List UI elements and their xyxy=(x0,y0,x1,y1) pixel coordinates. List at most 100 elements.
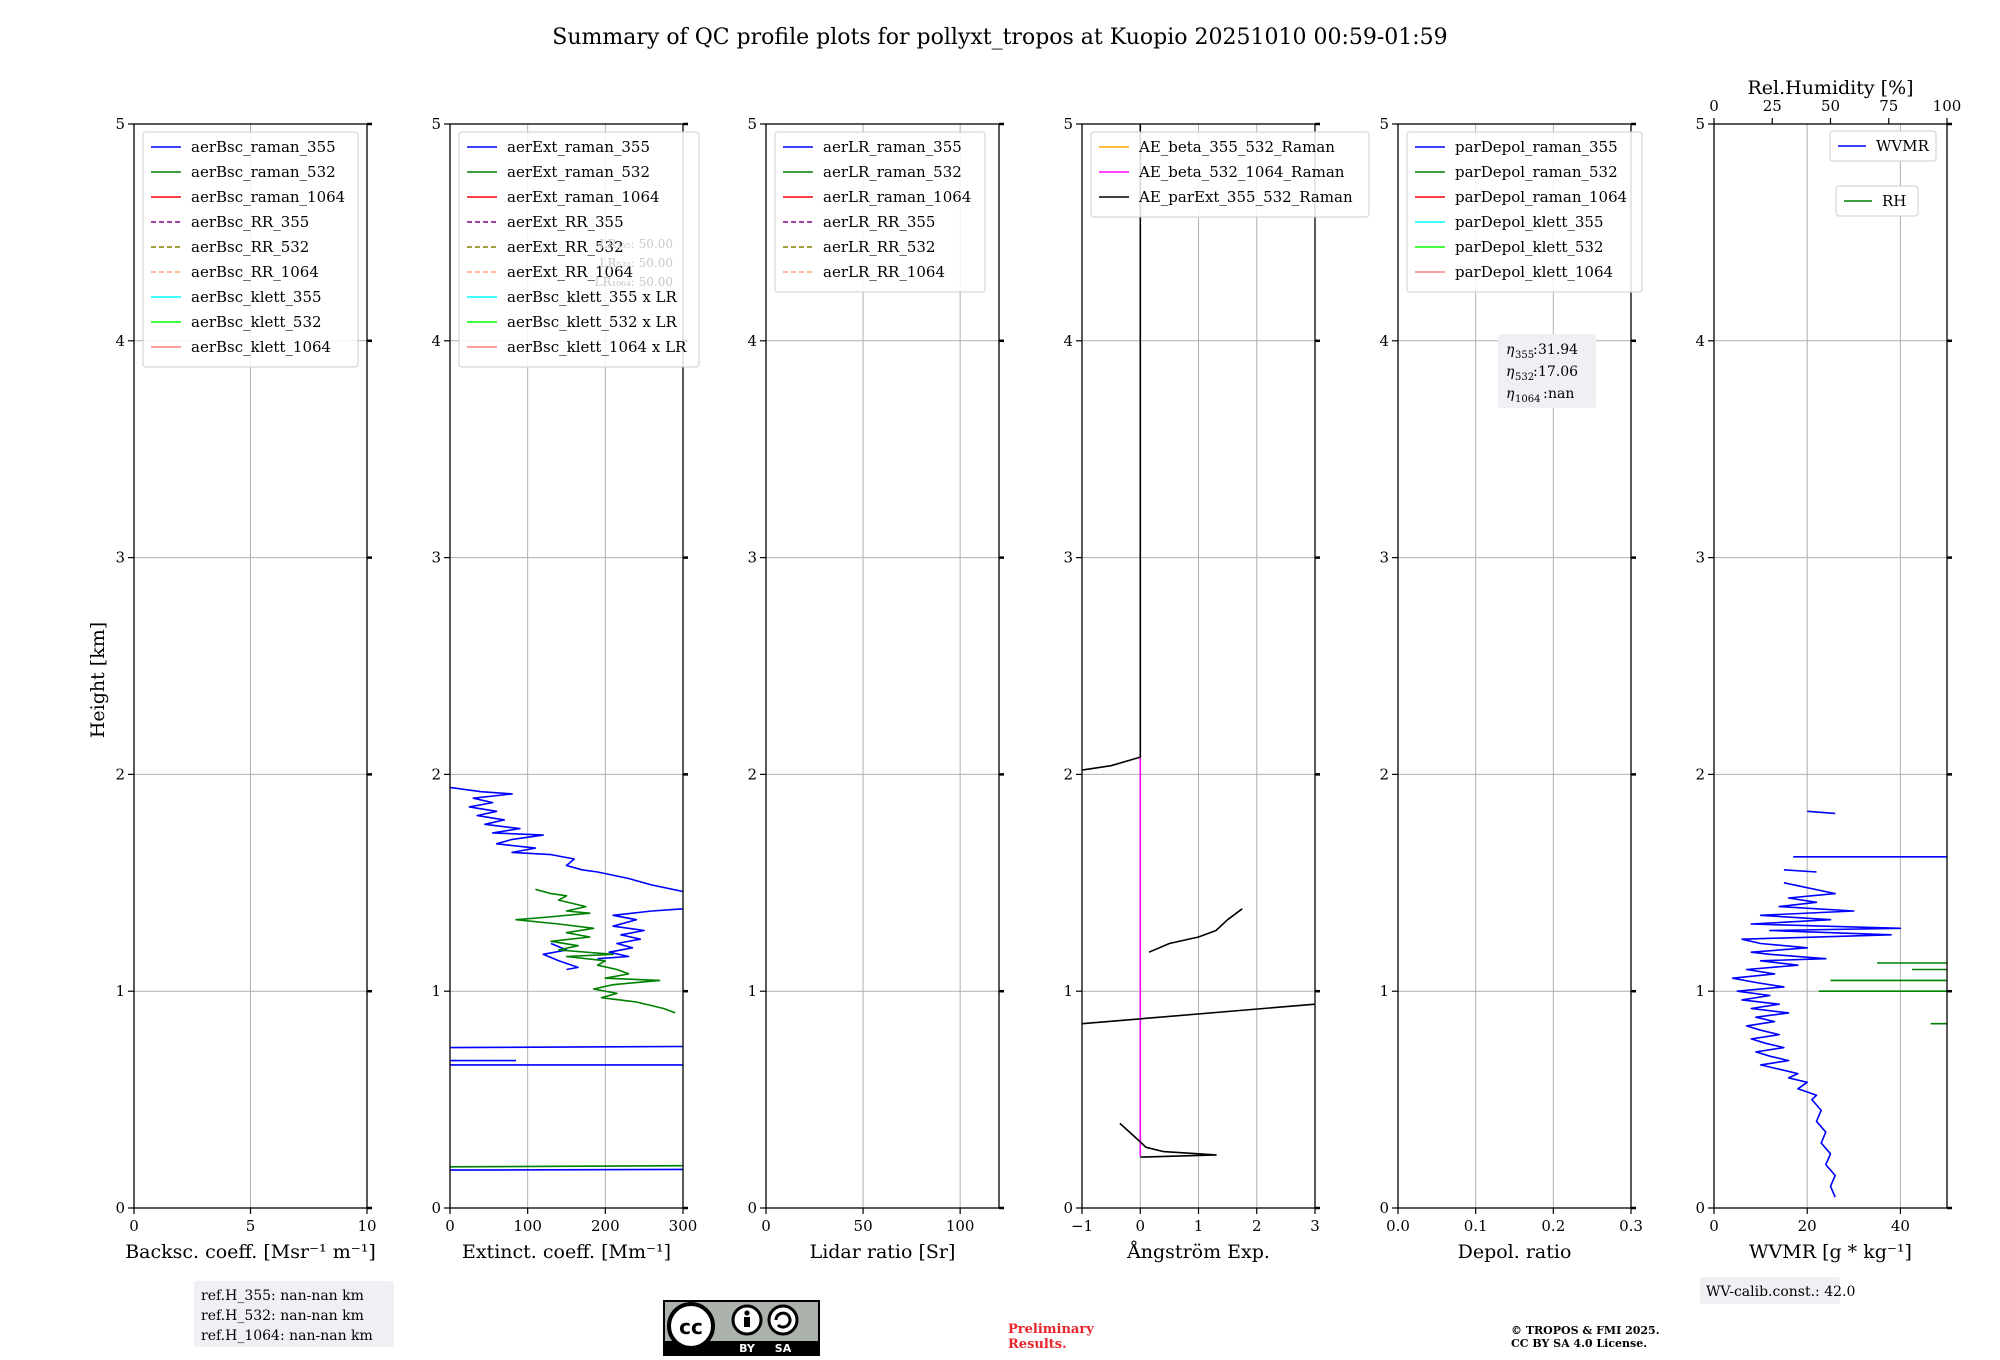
lidar-ratio-note: LR₃₅₅: 50.00 xyxy=(599,237,673,251)
series-wvmr xyxy=(1731,882,1902,1198)
x-axis-label-bsc: Backsc. coeff. [Msr⁻¹ m⁻¹] xyxy=(125,1241,376,1263)
y-tick-label: 4 xyxy=(747,332,757,350)
cc-icon xyxy=(667,1302,715,1350)
legend-label: AE_beta_532_1064_Raman xyxy=(1138,163,1345,181)
x-tick-label: −1 xyxy=(1071,1217,1093,1235)
legend-label: aerBsc_klett_532 xyxy=(191,313,322,331)
axes-frame-lr xyxy=(765,123,1000,1209)
grid-ae xyxy=(1081,123,1316,1209)
y-tick-label: 1 xyxy=(115,982,125,1000)
legend-label: aerLR_RR_355 xyxy=(823,213,935,231)
legend-label: aerBsc_klett_355 x LR xyxy=(507,288,678,306)
y-tick-label: 0 xyxy=(1695,1199,1705,1217)
legend-label: aerExt_raman_1064 xyxy=(507,188,660,206)
series-wvmr xyxy=(1783,869,1817,873)
series-ae-parext-355-532-raman xyxy=(1081,756,1141,771)
x-tick-label: 40 xyxy=(1891,1217,1910,1235)
legend-label: aerBsc_raman_355 xyxy=(191,138,336,156)
eta-box: η 355 31.94η 532 17.06η 1064 nan::: xyxy=(1498,334,1596,408)
legend-label: aerBsc_klett_1064 xyxy=(191,338,331,356)
legend-wvmr: WVMR xyxy=(1829,130,1937,162)
legend-box xyxy=(774,131,986,293)
top-tick-label: 50 xyxy=(1821,97,1840,115)
y-tick-label: 1 xyxy=(1063,982,1073,1000)
copyright-line-2: CC BY SA 4.0 License. xyxy=(1511,1337,1647,1350)
eta-symbol: η xyxy=(1506,342,1515,358)
eta-value: 31.94 xyxy=(1538,342,1578,358)
cc-sa-label: SA xyxy=(775,1342,792,1355)
y-tick-label: 3 xyxy=(115,549,125,567)
x-axis-label-wv: WVMR [g * kg⁻¹] xyxy=(1749,1241,1912,1263)
x-tick-label: 50 xyxy=(854,1217,873,1235)
legend-label: aerLR_RR_532 xyxy=(823,238,935,256)
legend-box xyxy=(142,131,359,368)
x-tick-label: 5 xyxy=(246,1217,256,1235)
legend-ext: aerExt_raman_355 aerExt_raman_532 aerExt_r… xyxy=(458,131,700,368)
cc-by-label: BY xyxy=(739,1342,756,1355)
legend-label: aerBsc_RR_355 xyxy=(191,213,309,231)
legend-label: aerBsc_klett_1064 x LR xyxy=(507,338,687,356)
series-wvmr xyxy=(1807,810,1836,815)
legend-label: aerLR_raman_532 xyxy=(823,163,962,181)
y-tick-label: 3 xyxy=(1063,549,1073,567)
eta-value: 17.06 xyxy=(1538,364,1578,380)
eta-colon: : xyxy=(1543,386,1548,402)
y-tick-label: 1 xyxy=(1379,982,1389,1000)
legend-label: AE_parExt_355_532_Raman xyxy=(1138,188,1353,206)
series-aerext-raman-355 xyxy=(597,908,684,960)
x-tick-label: 100 xyxy=(946,1217,975,1235)
x-tick-label: 0 xyxy=(129,1217,139,1235)
legend-label: aerBsc_raman_532 xyxy=(191,163,336,181)
x-axis-label-lr: Lidar ratio [Sr] xyxy=(810,1241,956,1263)
legend-label: aerExt_raman_355 xyxy=(507,138,650,156)
legend-label: parDepol_klett_355 xyxy=(1455,213,1604,231)
y-tick-label: 3 xyxy=(1695,549,1705,567)
x-axis-label-ext: Extinct. coeff. [Mm⁻¹] xyxy=(462,1241,671,1263)
cc-license-logo: cc BY SA xyxy=(663,1300,820,1356)
copyright-note: © TROPOS & FMI 2025. CC BY SA 4.0 Licens… xyxy=(1511,1324,1660,1350)
ref-height-355: ref.H_355: nan-nan km xyxy=(201,1288,364,1304)
y-tick-label: 2 xyxy=(431,765,441,783)
axes-frame-ext xyxy=(449,123,684,1209)
series-aerext-raman-355 xyxy=(449,786,684,893)
copyright-line-1: © TROPOS & FMI 2025. xyxy=(1511,1324,1660,1337)
ref-height-1064: ref.H_1064: nan-nan km xyxy=(201,1328,373,1344)
y-tick-label: 0 xyxy=(747,1199,757,1217)
wv-calib-box: WV-calib.const.: 42.0 xyxy=(1700,1277,1855,1304)
legend-label-wvmr: WVMR xyxy=(1876,137,1930,155)
x-tick-label: 1 xyxy=(1194,1217,1204,1235)
x-tick-label: 0 xyxy=(445,1217,455,1235)
x-tick-label: 0.1 xyxy=(1464,1217,1488,1235)
panel-depol: 0.0 0.1 0.2 0.3 0 1 2 3 4 5 Depol. ratio parDepol_r… xyxy=(1379,115,1642,1263)
wv-calib-const: WV-calib.const.: 42.0 xyxy=(1706,1284,1855,1300)
legend-box xyxy=(1835,185,1919,217)
x-tick-label: 300 xyxy=(669,1217,698,1235)
legend-label: AE_beta_355_532_Raman xyxy=(1138,138,1335,156)
y-tick-label: 3 xyxy=(1379,549,1389,567)
y-tick-label: 5 xyxy=(1379,115,1389,133)
grid-wv xyxy=(1713,123,1947,1209)
x-tick-label: 0 xyxy=(761,1217,771,1235)
eta-subscript: 355 xyxy=(1515,350,1534,361)
x-axis-label-depol: Depol. ratio xyxy=(1458,1241,1572,1263)
y-tick-label: 2 xyxy=(115,765,125,783)
legend-rh: RH xyxy=(1835,185,1919,217)
axes-frame-depol xyxy=(1397,123,1632,1209)
panel-ext: 0 100 200 300 0 1 2 3 4 5 Extinct. coeff. [Mm⁻¹] ae… xyxy=(431,115,700,1263)
series-aerext-raman-355 xyxy=(449,1045,684,1049)
panel-wv: 0 20 40 0 1 2 3 4 5 WVMR [g * kg⁻¹] 0 25 50 75 100 Rel.… xyxy=(1695,77,1961,1263)
series-ae-parext-355-532-raman xyxy=(1119,1122,1217,1158)
lidar-ratio-note: LR₅₃₂: 50.00 xyxy=(599,256,673,270)
legend-label: parDepol_klett_532 xyxy=(1455,238,1604,256)
legend-label: aerBsc_klett_355 xyxy=(191,288,322,306)
x-tick-label: 0 xyxy=(1709,1217,1719,1235)
y-tick-label: 0 xyxy=(1379,1199,1389,1217)
y-tick-label: 5 xyxy=(1695,115,1705,133)
x-tick-label: 20 xyxy=(1798,1217,1817,1235)
eta-value: nan xyxy=(1548,386,1574,402)
y-tick-label: 2 xyxy=(1063,765,1073,783)
eta-symbol: η xyxy=(1506,386,1515,402)
legend-box xyxy=(1829,130,1937,162)
legend-label: aerExt_RR_355 xyxy=(507,213,624,231)
legend-label: parDepol_klett_1064 xyxy=(1455,263,1613,281)
